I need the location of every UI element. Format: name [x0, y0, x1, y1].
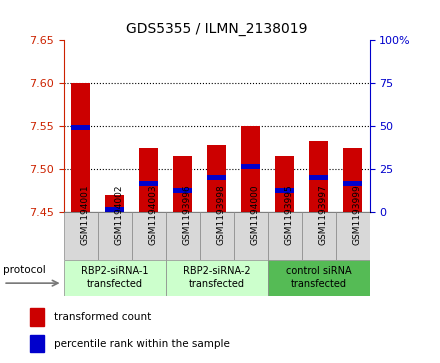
- Bar: [241, 164, 260, 169]
- Bar: [343, 181, 362, 187]
- Bar: [207, 175, 226, 180]
- Bar: [166, 212, 200, 260]
- Bar: [309, 175, 328, 180]
- Bar: [71, 125, 90, 130]
- Bar: [139, 181, 158, 187]
- Text: GSM1194003: GSM1194003: [149, 184, 158, 245]
- Bar: [106, 207, 124, 212]
- Bar: [64, 260, 166, 296]
- Text: RBP2-siRNA-2
transfected: RBP2-siRNA-2 transfected: [183, 266, 250, 289]
- Bar: [139, 148, 158, 212]
- Text: GSM1193998: GSM1193998: [216, 184, 226, 245]
- Text: GSM1194001: GSM1194001: [81, 184, 90, 245]
- Bar: [166, 260, 268, 296]
- Bar: [275, 156, 294, 212]
- Bar: [302, 212, 336, 260]
- Bar: [268, 212, 302, 260]
- Bar: [173, 156, 192, 212]
- Bar: [64, 212, 98, 260]
- Bar: [98, 212, 132, 260]
- Bar: [200, 212, 234, 260]
- Title: GDS5355 / ILMN_2138019: GDS5355 / ILMN_2138019: [126, 22, 308, 36]
- Text: GSM1193996: GSM1193996: [183, 184, 192, 245]
- Text: RBP2-siRNA-1
transfected: RBP2-siRNA-1 transfected: [81, 266, 149, 289]
- Bar: [309, 141, 328, 212]
- Bar: [132, 212, 166, 260]
- Bar: [268, 260, 370, 296]
- Bar: [30, 308, 44, 326]
- Text: control siRNA
transfected: control siRNA transfected: [286, 266, 352, 289]
- Text: protocol: protocol: [3, 265, 46, 275]
- Bar: [207, 145, 226, 212]
- Text: GSM1194002: GSM1194002: [115, 184, 124, 245]
- Text: GSM1193997: GSM1193997: [319, 184, 328, 245]
- Bar: [30, 335, 44, 352]
- Bar: [343, 148, 362, 212]
- Bar: [173, 188, 192, 193]
- Text: GSM1193995: GSM1193995: [285, 184, 293, 245]
- Bar: [71, 83, 90, 212]
- Text: GSM1194000: GSM1194000: [251, 184, 260, 245]
- Text: percentile rank within the sample: percentile rank within the sample: [54, 339, 230, 349]
- Bar: [241, 126, 260, 212]
- Bar: [106, 195, 124, 212]
- Bar: [336, 212, 370, 260]
- Text: GSM1193999: GSM1193999: [352, 184, 362, 245]
- Bar: [234, 212, 268, 260]
- Bar: [275, 188, 294, 193]
- Text: transformed count: transformed count: [54, 312, 151, 322]
